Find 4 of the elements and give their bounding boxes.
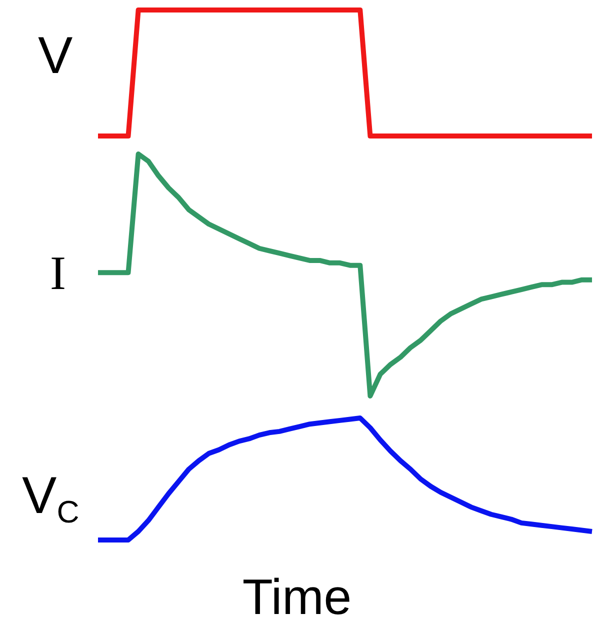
y-axis-title: V$_{C}$ [22,467,80,530]
x-axis-title: Time [241,569,353,625]
y-axis-title: V [38,27,73,85]
y-axis-title: I [50,247,66,300]
